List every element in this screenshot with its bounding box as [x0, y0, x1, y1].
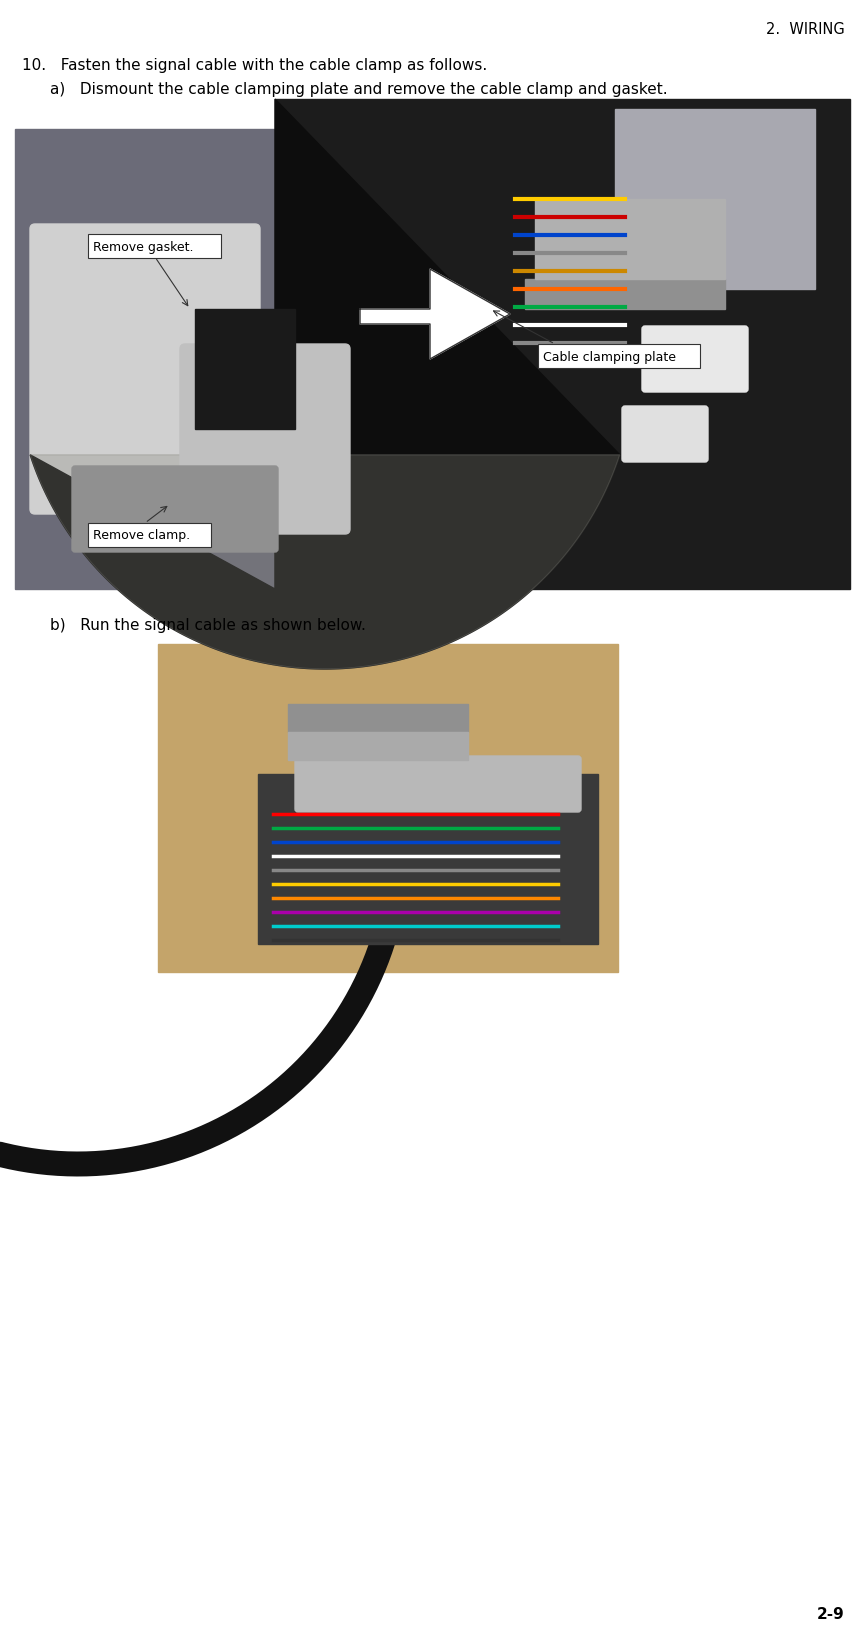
- Text: Cable clamping plate: Cable clamping plate: [543, 351, 676, 364]
- Bar: [288, 705, 468, 733]
- Polygon shape: [30, 456, 620, 670]
- Text: b)   Run the signal cable as shown below.: b) Run the signal cable as shown below.: [50, 618, 366, 633]
- Text: 2-9: 2-9: [818, 1606, 845, 1621]
- Bar: [615, 110, 815, 290]
- FancyBboxPatch shape: [30, 225, 260, 515]
- Bar: [258, 775, 598, 944]
- Text: a)   Dismount the cable clamping plate and remove the cable clamp and gasket.: a) Dismount the cable clamping plate and…: [50, 82, 668, 97]
- Text: Remove clamp.: Remove clamp.: [93, 529, 190, 543]
- Bar: [158, 644, 618, 972]
- Bar: [195, 310, 295, 429]
- FancyBboxPatch shape: [180, 344, 350, 534]
- Bar: [15, 129, 385, 590]
- Bar: [288, 733, 468, 760]
- Bar: [535, 200, 725, 280]
- FancyBboxPatch shape: [642, 326, 748, 393]
- Text: 2.  WIRING: 2. WIRING: [766, 21, 845, 38]
- Bar: [88, 234, 221, 259]
- Bar: [525, 280, 725, 310]
- FancyBboxPatch shape: [622, 406, 708, 462]
- Bar: [275, 100, 850, 590]
- Polygon shape: [360, 270, 510, 361]
- Text: Remove gasket.: Remove gasket.: [93, 241, 193, 254]
- Text: 10.   Fasten the signal cable with the cable clamp as follows.: 10. Fasten the signal cable with the cab…: [22, 57, 487, 74]
- Polygon shape: [30, 100, 620, 670]
- FancyBboxPatch shape: [295, 757, 581, 813]
- FancyBboxPatch shape: [72, 467, 278, 552]
- Bar: [88, 524, 211, 547]
- Bar: [538, 344, 700, 369]
